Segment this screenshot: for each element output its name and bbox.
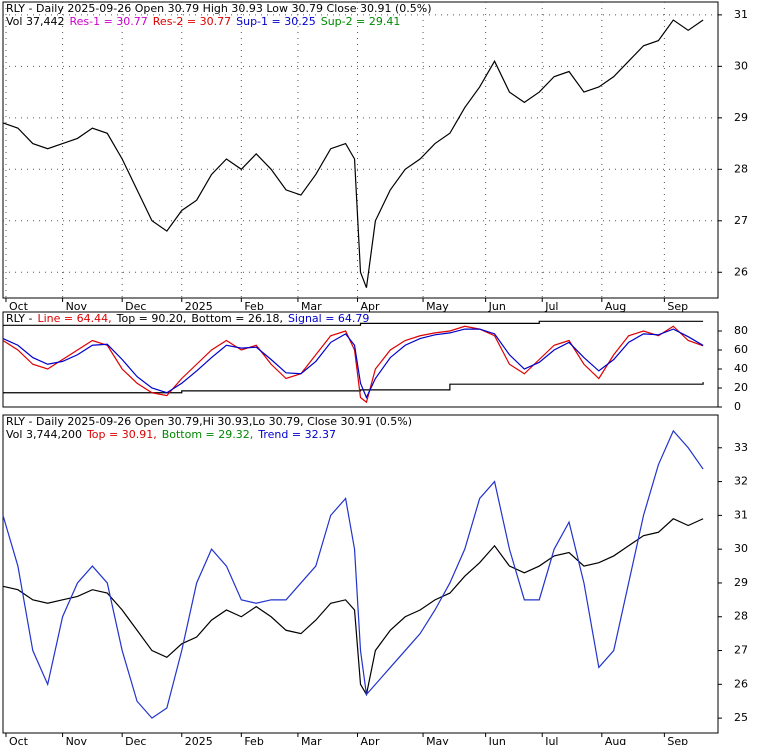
header-text: Bottom = 26.18, [191, 312, 283, 325]
header-text: Res-1 = 30.77 [69, 15, 147, 28]
series-line [2, 19, 704, 288]
header-text: Top = 30.91, [86, 428, 157, 441]
series-line [2, 429, 704, 719]
header-text: Signal = 64.79 [288, 312, 370, 325]
x-tick-label: Sep [667, 300, 688, 313]
series-line [2, 518, 704, 697]
y-tick-label: 60 [734, 343, 748, 356]
header-text: RLY - Daily 2025-09-26 Open 30.79 High 3… [6, 2, 432, 15]
header-text: Res-2 = 30.77 [153, 15, 231, 28]
x-tick-label: Aug [605, 300, 626, 313]
x-tick-label: Aug [605, 735, 626, 745]
x-tick-label: May [426, 735, 449, 745]
x-tick-label: Apr [361, 300, 381, 313]
header-text: Sup-1 = 30.25 [236, 15, 316, 28]
x-tick-label: Mar [301, 735, 322, 745]
y-tick-label: 26 [734, 677, 748, 690]
header-text: Vol 37,442 [6, 15, 64, 28]
x-tick-label: Jul [544, 300, 558, 313]
y-tick-label: 26 [734, 265, 748, 278]
x-tick-label: Mar [301, 300, 322, 313]
header-text: Sup-2 = 29.41 [321, 15, 401, 28]
series-line [2, 328, 704, 399]
x-tick-label: Oct [9, 300, 29, 313]
y-tick-label: 27 [734, 644, 748, 657]
header-text: RLY - Daily 2025-09-26 Open 30.79,Hi 30.… [6, 415, 412, 428]
y-tick-label: 27 [734, 214, 748, 227]
x-tick-label: Feb [244, 735, 263, 745]
x-tick-label: Jun [488, 300, 506, 313]
y-tick-label: 32 [734, 475, 748, 488]
y-tick-label: 30 [734, 59, 748, 72]
y-tick-label: 33 [734, 441, 748, 454]
panel-frame [2, 414, 719, 734]
panel-frame [2, 311, 719, 408]
x-tick-label: Jun [488, 735, 506, 745]
header-text: Trend = 32.37 [257, 428, 336, 441]
x-tick-label: 2025 [185, 735, 213, 745]
y-tick-label: 80 [734, 324, 748, 337]
x-tick-label: Dec [125, 300, 146, 313]
x-tick-label: Feb [244, 300, 263, 313]
header-text: RLY - [6, 312, 33, 325]
x-tick-label: Jul [544, 735, 558, 745]
x-tick-label: Apr [361, 735, 381, 745]
panel-frame [2, 1, 719, 299]
header-text: Bottom = 29.32, [162, 428, 254, 441]
y-tick-label: 31 [734, 508, 748, 521]
y-tick-label: 28 [734, 610, 748, 623]
y-tick-label: 29 [734, 111, 748, 124]
y-tick-label: 29 [734, 576, 748, 589]
header-text: Vol 3,744,200 [6, 428, 82, 441]
y-tick-label: 0 [734, 400, 741, 413]
y-tick-label: 31 [734, 8, 748, 21]
series-line [2, 325, 704, 404]
y-tick-label: 40 [734, 362, 748, 375]
y-tick-label: 28 [734, 162, 748, 175]
header-text: Top = 90.20, [116, 312, 187, 325]
series-line [3, 320, 704, 326]
x-tick-label: Nov [66, 735, 88, 745]
x-tick-label: 2025 [185, 300, 213, 313]
x-tick-label: Nov [66, 300, 88, 313]
series-line [3, 382, 704, 394]
x-tick-label: Oct [9, 735, 29, 745]
y-tick-label: 25 [734, 711, 748, 724]
header-text: Line = 64.44, [38, 312, 112, 325]
y-tick-label: 30 [734, 542, 748, 555]
x-tick-label: Dec [125, 735, 146, 745]
x-tick-label: May [426, 300, 449, 313]
x-tick-label: Sep [667, 735, 688, 745]
y-tick-label: 20 [734, 381, 748, 394]
